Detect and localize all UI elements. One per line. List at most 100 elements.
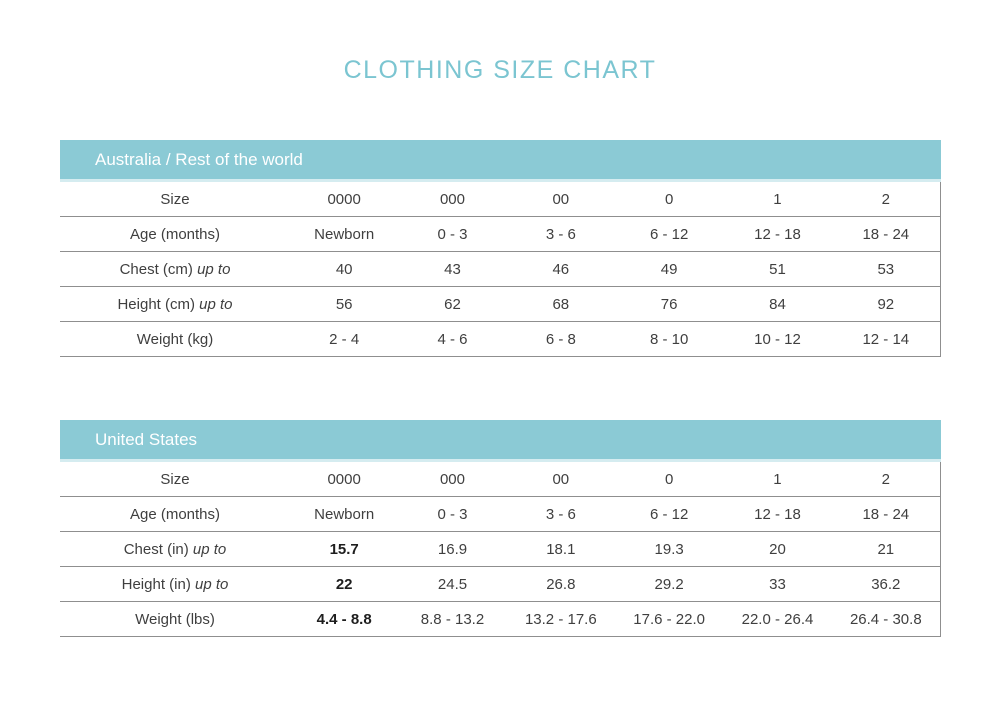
table-australia-rest-of-world: Australia / Rest of the world Size 0000 00… <box>60 140 941 357</box>
value-cell: 19.3 <box>654 540 684 558</box>
value-cell: 1 <box>773 470 782 488</box>
value-cell: 26.4 - 30.8 <box>849 610 922 628</box>
value-cell: 0 <box>664 190 674 208</box>
value-cell: 6 - 12 <box>649 505 689 523</box>
value-cell: 13.2 - 17.6 <box>524 610 597 628</box>
value-cell: 56 <box>335 295 353 313</box>
value-cell: 53 <box>877 260 895 278</box>
value-cell: 49 <box>660 260 678 278</box>
value-cell: Newborn <box>314 225 375 243</box>
table-row: Chest (cm) up to 40 43 46 49 51 53 <box>60 252 940 287</box>
row-label-text: Age (months) <box>129 505 221 523</box>
value-cell: 18 - 24 <box>862 505 910 523</box>
table-row: Weight (lbs) 4.4 - 8.8 8.8 - 13.2 13.2 - 17… <box>60 602 940 637</box>
value-cell: 2 <box>881 470 890 488</box>
row-label-text: Height (cm) <box>117 295 195 313</box>
row-label-suffix: up to <box>194 295 233 313</box>
value-cell: 0 <box>664 470 674 488</box>
table-row: Age (months) Newborn 0 - 3 3 - 6 6 - 12 12 - … <box>60 497 940 532</box>
value-cell: 6 - 8 <box>545 330 576 348</box>
value-cell: 21 <box>877 540 895 558</box>
row-label-text: Weight (kg) <box>136 330 214 348</box>
value-cell: 15.7 <box>329 540 359 558</box>
row-label: Age (months) <box>60 497 290 531</box>
row-label: Chest (in) up to <box>60 532 290 566</box>
row-label-text: Size <box>160 470 190 488</box>
value-cell: 33 <box>769 575 786 593</box>
row-label: Chest (cm) up to <box>60 252 290 286</box>
value-cell: 16.9 <box>437 540 468 558</box>
row-label: Size <box>60 182 290 216</box>
table-region-title: Australia / Rest of the world <box>95 150 303 169</box>
value-cell: 0 - 3 <box>437 225 468 243</box>
value-cell: 8 - 10 <box>649 330 689 348</box>
table-row: Size 0000 000 00 0 1 2 <box>60 182 940 217</box>
value-cell: 17.6 - 22.0 <box>633 610 705 628</box>
value-cell: 18.1 <box>546 540 576 558</box>
value-cell: 12 - 14 <box>862 330 910 348</box>
value-cell: 46 <box>552 260 570 278</box>
value-cell: 8.8 - 13.2 <box>420 610 485 628</box>
row-label-suffix: up to <box>190 575 229 593</box>
row-label-text: Weight (lbs) <box>135 610 215 628</box>
row-label: Weight (lbs) <box>60 602 290 636</box>
value-cell: 00 <box>552 190 570 208</box>
value-cell: 26.8 <box>546 575 576 593</box>
table-rows: Size 0000 000 00 0 1 2 Age (months) Newborn 0 - 3… <box>60 462 941 637</box>
value-cell: 6 - 12 <box>649 225 689 243</box>
value-cell: 1 <box>773 190 782 208</box>
page-title: CLOTHING SIZE CHART <box>343 56 657 84</box>
table-header-band: United States <box>60 420 941 459</box>
table-rows: Size 0000 000 00 0 1 2 Age (months) Newborn 0 - 3… <box>60 182 941 357</box>
value-cell: 12 - 18 <box>754 505 801 523</box>
value-cell: 18 - 24 <box>862 225 910 243</box>
value-cell: 92 <box>877 295 895 313</box>
value-cell: 10 - 12 <box>754 330 801 348</box>
header-underline <box>60 459 941 462</box>
value-cell: 24.5 <box>437 575 468 593</box>
row-label-text: Chest (in) <box>123 540 189 558</box>
row-label-text: Size <box>160 190 190 208</box>
value-cell: 3 - 6 <box>545 225 576 243</box>
row-label: Age (months) <box>60 217 290 251</box>
row-label: Size <box>60 462 290 496</box>
value-cell: 43 <box>444 260 461 278</box>
value-cell: 51 <box>769 260 786 278</box>
value-cell: 40 <box>335 260 353 278</box>
table-region-title: United States <box>95 430 198 449</box>
value-cell: 0000 <box>327 470 361 488</box>
table-row: Height (in) up to 22 24.5 26.8 29.2 33 36.2 <box>60 567 940 602</box>
value-cell: 000 <box>439 190 465 208</box>
table-row: Height (cm) up to 56 62 68 76 84 92 <box>60 287 940 322</box>
value-cell: 22.0 - 26.4 <box>741 610 814 628</box>
value-cell: 12 - 18 <box>754 225 801 243</box>
row-label-text: Chest (cm) <box>119 260 193 278</box>
row-label: Height (cm) up to <box>60 287 290 321</box>
row-label-suffix: up to <box>192 260 231 278</box>
value-cell: 62 <box>444 295 461 313</box>
value-cell: 000 <box>439 470 465 488</box>
row-label: Weight (kg) <box>60 322 290 356</box>
value-cell: 36.2 <box>871 575 901 593</box>
row-label-text: Age (months) <box>129 225 221 243</box>
row-label-text: Height (in) <box>121 575 191 593</box>
table-header-band: Australia / Rest of the world <box>60 140 941 179</box>
value-cell: 4.4 - 8.8 <box>316 610 372 628</box>
value-cell: 4 - 6 <box>437 330 468 348</box>
value-cell: 0000 <box>327 190 361 208</box>
value-cell: Newborn <box>314 505 375 523</box>
value-cell: 84 <box>769 295 786 313</box>
header-underline <box>60 179 941 182</box>
row-label: Height (in) up to <box>60 567 290 601</box>
table-row: Age (months) Newborn 0 - 3 3 - 6 6 - 12 12 - … <box>60 217 940 252</box>
value-cell: 29.2 <box>654 575 684 593</box>
value-cell: 2 <box>881 190 890 208</box>
value-cell: 68 <box>552 295 570 313</box>
table-united-states: United States Size 0000 000 00 0 1 2 Age (month… <box>60 420 941 637</box>
table-row: Weight (kg) 2 - 4 4 - 6 6 - 8 8 - 10 10 - 12 1… <box>60 322 940 357</box>
value-cell: 2 - 4 <box>329 330 360 348</box>
value-cell: 76 <box>660 295 678 313</box>
table-row: Size 0000 000 00 0 1 2 <box>60 462 940 497</box>
value-cell: 3 - 6 <box>545 505 576 523</box>
value-cell: 0 - 3 <box>437 505 468 523</box>
